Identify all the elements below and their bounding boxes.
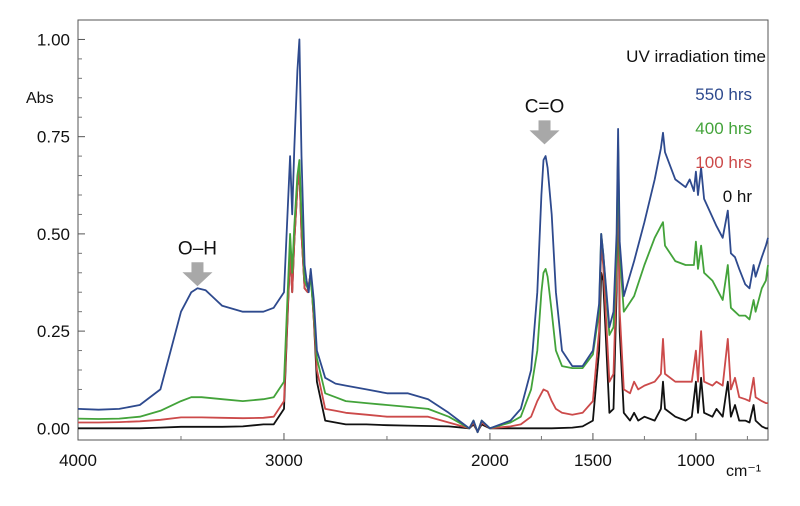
y-tick-label: 1.00 — [37, 30, 70, 49]
y-axis-label: Abs — [26, 90, 54, 107]
x-axis-label: cm⁻¹ — [726, 463, 761, 480]
y-axis: 0.00 0.25 0.50 0.75 1.00 — [37, 30, 85, 438]
legend-entry: 550 hrs — [695, 85, 752, 104]
legend-title: UV irradiation time — [626, 47, 766, 66]
legend-entry: 100 hrs — [695, 153, 752, 172]
y-tick-label: 0.25 — [37, 322, 70, 341]
annotations: O–H C=O — [178, 96, 565, 287]
series-line-550-hrs — [77, 38, 769, 434]
x-tick-label: 3000 — [265, 451, 303, 470]
x-tick-label: 4000 — [59, 451, 97, 470]
series-line-0-hr — [78, 147, 768, 433]
legend: UV irradiation time 550 hrs 400 hrs 100 hr… — [626, 47, 766, 206]
annotation-arrow-icon — [529, 120, 560, 145]
x-tick-label: 1000 — [677, 451, 715, 470]
series-group — [77, 38, 769, 434]
y-tick-label: 0.50 — [37, 225, 70, 244]
series-line-400-hrs — [77, 143, 769, 434]
y-tick-label: 0.75 — [37, 128, 70, 147]
legend-entry: 400 hrs — [695, 119, 752, 138]
legend-entry: 0 hr — [723, 187, 753, 206]
annotation-label: C=O — [525, 96, 565, 117]
annotation-arrow-icon — [182, 262, 213, 287]
plot-frame — [77, 19, 769, 441]
x-axis: 4000 3000 2000 1500 1000 — [59, 433, 748, 470]
y-tick-label: 0.00 — [37, 419, 70, 438]
x-tick-label: 1500 — [574, 451, 612, 470]
annotation-label: O–H — [178, 238, 217, 259]
x-tick-label: 2000 — [471, 451, 509, 470]
series-line-100-hrs — [78, 147, 768, 434]
